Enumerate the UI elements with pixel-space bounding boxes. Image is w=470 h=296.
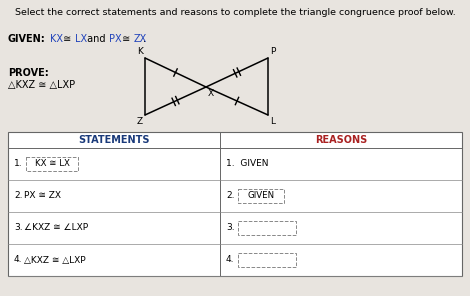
Text: 2.: 2. bbox=[14, 192, 23, 200]
Text: X: X bbox=[208, 89, 214, 98]
Text: KX: KX bbox=[50, 34, 63, 44]
Text: STATEMENTS: STATEMENTS bbox=[78, 135, 150, 145]
Text: KX ≅ LX: KX ≅ LX bbox=[35, 160, 70, 168]
Text: LX: LX bbox=[75, 34, 86, 44]
Bar bbox=[238, 253, 296, 267]
Text: L: L bbox=[270, 117, 275, 126]
Text: PROVE:: PROVE: bbox=[8, 68, 49, 78]
Text: 1.: 1. bbox=[14, 160, 23, 168]
Text: K: K bbox=[137, 47, 143, 56]
Text: REASONS: REASONS bbox=[315, 135, 367, 145]
Text: 1.  GIVEN: 1. GIVEN bbox=[226, 160, 268, 168]
Text: PX: PX bbox=[109, 34, 121, 44]
Text: GIVEN: GIVEN bbox=[247, 192, 274, 200]
Text: △KXZ ≅ △LXP: △KXZ ≅ △LXP bbox=[24, 255, 86, 265]
Text: △KXZ ≅ △LXP: △KXZ ≅ △LXP bbox=[8, 80, 75, 90]
Text: Select the correct statements and reasons to complete the triangle congruence pr: Select the correct statements and reason… bbox=[15, 8, 455, 17]
Bar bbox=[238, 221, 296, 235]
Text: GIVEN:: GIVEN: bbox=[8, 34, 46, 44]
Text: .: . bbox=[143, 34, 146, 44]
Bar bbox=[8, 132, 462, 276]
Text: P: P bbox=[270, 47, 275, 56]
Text: 3.: 3. bbox=[14, 223, 23, 232]
Text: ∠KXZ ≅ ∠LXP: ∠KXZ ≅ ∠LXP bbox=[24, 223, 88, 232]
Text: Z: Z bbox=[137, 117, 143, 126]
Text: ≅: ≅ bbox=[60, 34, 74, 44]
Text: ≅: ≅ bbox=[118, 34, 133, 44]
Text: 2.: 2. bbox=[226, 192, 235, 200]
Text: PX ≅ ZX: PX ≅ ZX bbox=[24, 192, 61, 200]
Text: ZX: ZX bbox=[133, 34, 147, 44]
Text: and: and bbox=[84, 34, 109, 44]
Bar bbox=[238, 189, 284, 203]
Text: 4.: 4. bbox=[226, 255, 235, 265]
Text: 3.: 3. bbox=[226, 223, 235, 232]
Bar bbox=[26, 157, 78, 171]
Text: 4.: 4. bbox=[14, 255, 23, 265]
